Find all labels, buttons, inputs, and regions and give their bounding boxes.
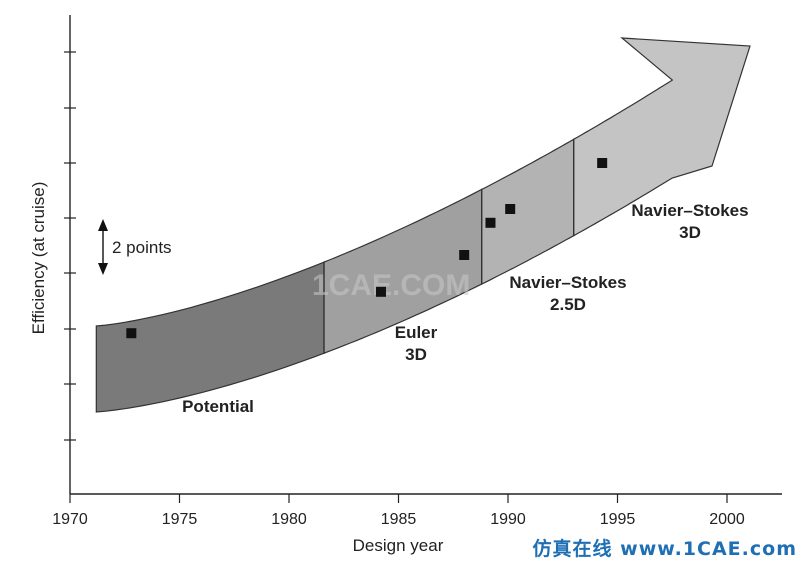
data-point-3 bbox=[485, 217, 496, 228]
stage-band-2 bbox=[481, 138, 575, 286]
stage-label-3-line-1: 3D bbox=[679, 223, 701, 242]
x-axis-title: Design year bbox=[353, 536, 444, 555]
data-point-2 bbox=[459, 250, 470, 260]
watermark-text: 1CAE.COM bbox=[312, 269, 470, 302]
x-tick-label-2: 1980 bbox=[271, 511, 307, 528]
x-tick-label-3: 1985 bbox=[381, 511, 417, 528]
x-tick-label-5: 1995 bbox=[600, 511, 636, 528]
axes: 1970 1975 1980 1985 1990 1995 2000 bbox=[52, 15, 782, 528]
scale-arrow-down-icon bbox=[98, 263, 108, 275]
stage-labels: Potential Euler 3D Navier–Stokes 2.5D Navier–… bbox=[182, 201, 748, 416]
y-axis-title: Efficiency (at cruise) bbox=[29, 182, 48, 335]
data-point-1 bbox=[375, 286, 386, 297]
stage-label-3-line-0: Navier–Stokes bbox=[631, 201, 748, 220]
x-tick-label-1: 1975 bbox=[162, 511, 198, 528]
data-points bbox=[126, 158, 608, 339]
trend-arrow bbox=[95, 37, 751, 413]
stage-label-1-line-0: Euler bbox=[395, 323, 438, 342]
data-point-5 bbox=[597, 158, 608, 168]
scale-note-text: 2 points bbox=[112, 238, 172, 257]
scale-note: 2 points bbox=[98, 219, 172, 275]
stage-label-2-line-0: Navier–Stokes bbox=[509, 273, 626, 292]
x-tick-label-4: 1990 bbox=[490, 511, 526, 528]
scale-arrow-up-icon bbox=[98, 219, 108, 231]
x-tick-label-6: 2000 bbox=[709, 511, 745, 528]
stage-label-1-line-1: 3D bbox=[405, 345, 427, 364]
brand-logo: 仿真在线 www.1CAE.com bbox=[532, 538, 797, 560]
stage-label-2-line-1: 2.5D bbox=[550, 295, 586, 314]
stage-band-3 bbox=[573, 37, 751, 237]
data-point-0 bbox=[126, 328, 137, 339]
stage-label-0-line-0: Potential bbox=[182, 397, 254, 416]
data-point-4 bbox=[505, 204, 516, 214]
x-tick-label-0: 1970 bbox=[52, 511, 88, 528]
